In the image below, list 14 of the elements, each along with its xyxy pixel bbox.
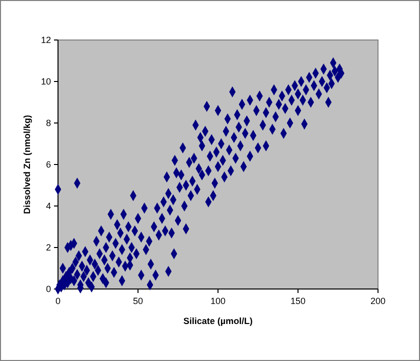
x-tick-label: 50 bbox=[132, 296, 144, 306]
y-tick-label: 2 bbox=[46, 242, 51, 252]
y-axis-title: Dissolved Zn (nmol/kg) bbox=[22, 114, 32, 214]
x-tick-label: 200 bbox=[370, 296, 386, 306]
x-tick-label: 0 bbox=[55, 296, 61, 306]
x-tick-label: 100 bbox=[210, 296, 226, 306]
x-tick-label: 150 bbox=[290, 296, 306, 306]
y-tick-label: 12 bbox=[40, 35, 51, 45]
y-tick-label: 6 bbox=[46, 160, 51, 170]
y-tick-label: 0 bbox=[46, 284, 51, 294]
x-axis-title: Silicate (µmol/L) bbox=[183, 316, 253, 326]
y-tick-label: 4 bbox=[46, 201, 51, 211]
y-tick-label: 8 bbox=[46, 118, 51, 128]
y-tick-label: 10 bbox=[40, 76, 51, 86]
